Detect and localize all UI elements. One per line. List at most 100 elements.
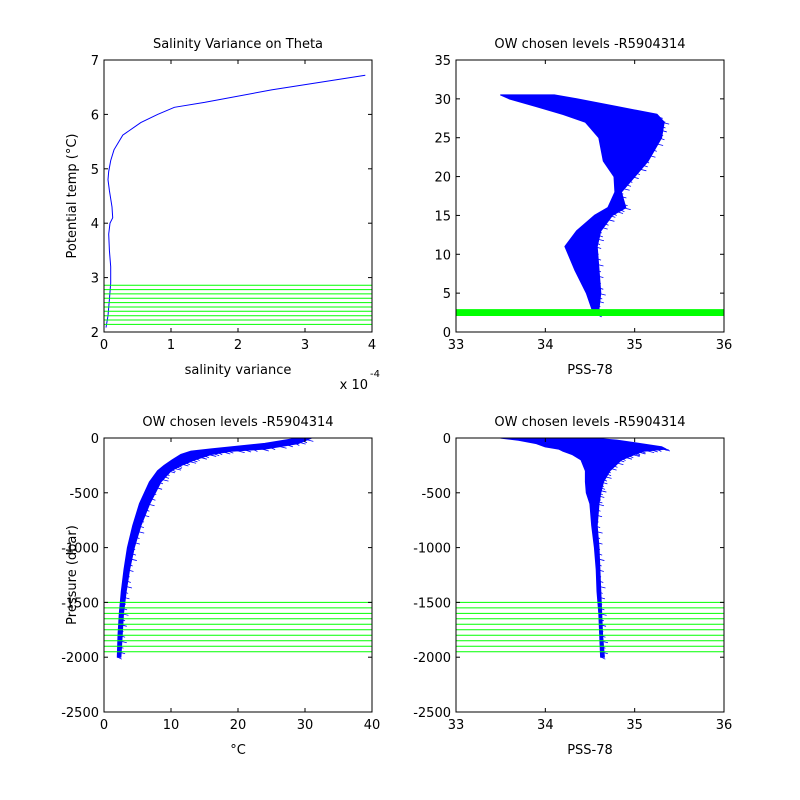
profile-spike	[597, 580, 604, 583]
profile-spike	[634, 172, 641, 176]
profile-spike	[146, 503, 155, 507]
profile-spike	[583, 100, 590, 104]
axes-box	[455, 59, 725, 333]
y-tick-label: 15	[434, 209, 451, 224]
profile-spike	[594, 246, 602, 249]
profile-spike	[573, 98, 578, 102]
profile-spike	[658, 133, 664, 137]
profile-spike	[595, 547, 601, 550]
x-tick-label: 34	[537, 718, 554, 733]
profile-spike	[599, 484, 604, 487]
profile-spike	[613, 106, 621, 110]
profile-spike	[172, 467, 182, 471]
y-tick-label: 30	[434, 93, 451, 108]
x-axis-label: salinity variance	[185, 363, 292, 378]
y-tick-label: -500	[421, 487, 451, 502]
profile-spike	[594, 519, 599, 523]
profile-spike	[600, 481, 608, 485]
x-tick-label: 35	[626, 718, 643, 733]
x-tick-label: 4	[368, 338, 376, 353]
profile-spike	[594, 257, 602, 261]
data-layer	[456, 94, 724, 318]
profile-spike	[188, 460, 197, 464]
profile-spike	[613, 439, 622, 443]
profile-spike	[567, 97, 576, 101]
x-tick-label: 2	[234, 338, 242, 353]
profile-spike	[160, 478, 169, 482]
y-tick-label: -2500	[413, 706, 451, 721]
profile-spike	[612, 213, 617, 216]
profile-spike	[167, 470, 176, 474]
y-tick-label: 0	[443, 432, 451, 447]
profile-spike	[596, 563, 602, 567]
profile-spike	[127, 563, 133, 567]
profile-spike	[603, 222, 609, 226]
profile-spike	[124, 580, 131, 583]
y-tick-label: 2	[91, 326, 99, 341]
profile-spike	[603, 104, 609, 108]
profile-spike	[638, 168, 647, 172]
profile-spike	[619, 195, 627, 199]
profile-spike	[594, 530, 603, 534]
profile-spike	[157, 481, 164, 485]
profile-spike	[648, 154, 656, 158]
profile-spike	[661, 121, 670, 125]
profile-spike	[609, 467, 617, 471]
x-tick-label: 33	[448, 718, 465, 733]
profile-spike	[223, 451, 231, 455]
profile-spike	[139, 519, 145, 523]
profile-spike	[594, 525, 601, 529]
profile-spike	[596, 569, 604, 572]
profile-spike	[646, 450, 655, 453]
profile-spike	[597, 591, 603, 594]
profile-spike	[125, 574, 130, 578]
profile-spike	[213, 453, 220, 456]
profile-spike	[603, 475, 612, 479]
chart-title: Salinity Variance on Theta	[153, 37, 323, 52]
y-tick-label: 7	[91, 54, 99, 69]
profile-spike	[641, 443, 650, 447]
profile-spike	[595, 238, 605, 242]
x-tick-label: 36	[716, 718, 733, 733]
profile-spike	[595, 269, 602, 273]
profile-spike	[604, 473, 612, 476]
profile-spike	[618, 459, 625, 463]
x-tick-label: 30	[297, 718, 314, 733]
profile-spike	[595, 508, 601, 512]
profile-spike	[621, 187, 630, 191]
x-tick-label: 20	[230, 718, 247, 733]
profile-spike	[596, 300, 604, 304]
y-tick-label: 0	[91, 432, 99, 447]
profile-spike	[270, 447, 276, 450]
profile-spike	[162, 475, 170, 479]
y-tick-label: -2000	[61, 651, 99, 666]
profile-spike	[615, 211, 624, 214]
profile-spike	[615, 462, 624, 466]
profile-spike	[658, 137, 665, 141]
profile-spike	[651, 449, 658, 453]
profile-spike	[556, 95, 565, 99]
x-tick-label: 36	[716, 338, 733, 353]
y-tick-label: -1000	[413, 542, 451, 557]
profile-spike	[130, 547, 136, 550]
profile-spike	[641, 164, 648, 168]
profile-spike	[136, 530, 145, 534]
profile-spike	[631, 454, 640, 457]
profile-spike	[596, 574, 602, 578]
profile-spike	[597, 585, 606, 589]
profile-spike	[144, 508, 150, 512]
profile-spike	[620, 199, 625, 203]
profile-spike	[596, 275, 604, 279]
profile-spike	[597, 286, 604, 290]
profile-spike	[305, 438, 314, 442]
y-tick-label: 20	[434, 171, 451, 186]
profile-spike	[129, 552, 137, 556]
profile-spike	[658, 446, 663, 450]
profile-band	[500, 438, 667, 658]
profile-spike	[606, 470, 611, 474]
profile-spike	[208, 454, 217, 457]
profile-spike	[622, 207, 631, 211]
profile-spike	[644, 160, 650, 164]
y-tick-label: 0	[443, 326, 451, 341]
